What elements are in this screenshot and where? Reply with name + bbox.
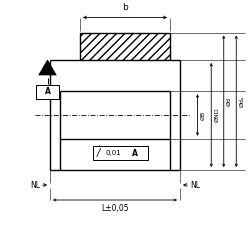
Text: b: b — [122, 4, 128, 13]
Text: ØB: ØB — [200, 110, 205, 120]
Text: Ødₐ: Ødₐ — [239, 96, 244, 107]
Text: ØND: ØND — [214, 108, 219, 122]
Text: A: A — [44, 88, 51, 96]
Text: L±0,05: L±0,05 — [101, 204, 129, 214]
Text: /: / — [97, 148, 100, 158]
Polygon shape — [39, 60, 56, 75]
Text: NL: NL — [30, 180, 40, 190]
Text: A: A — [132, 148, 138, 158]
Text: 0,01: 0,01 — [106, 150, 122, 156]
Text: Ød: Ød — [227, 97, 232, 106]
Text: NL: NL — [190, 180, 200, 190]
Bar — [80, 32, 170, 60]
Bar — [36, 85, 59, 99]
Bar — [92, 146, 148, 160]
